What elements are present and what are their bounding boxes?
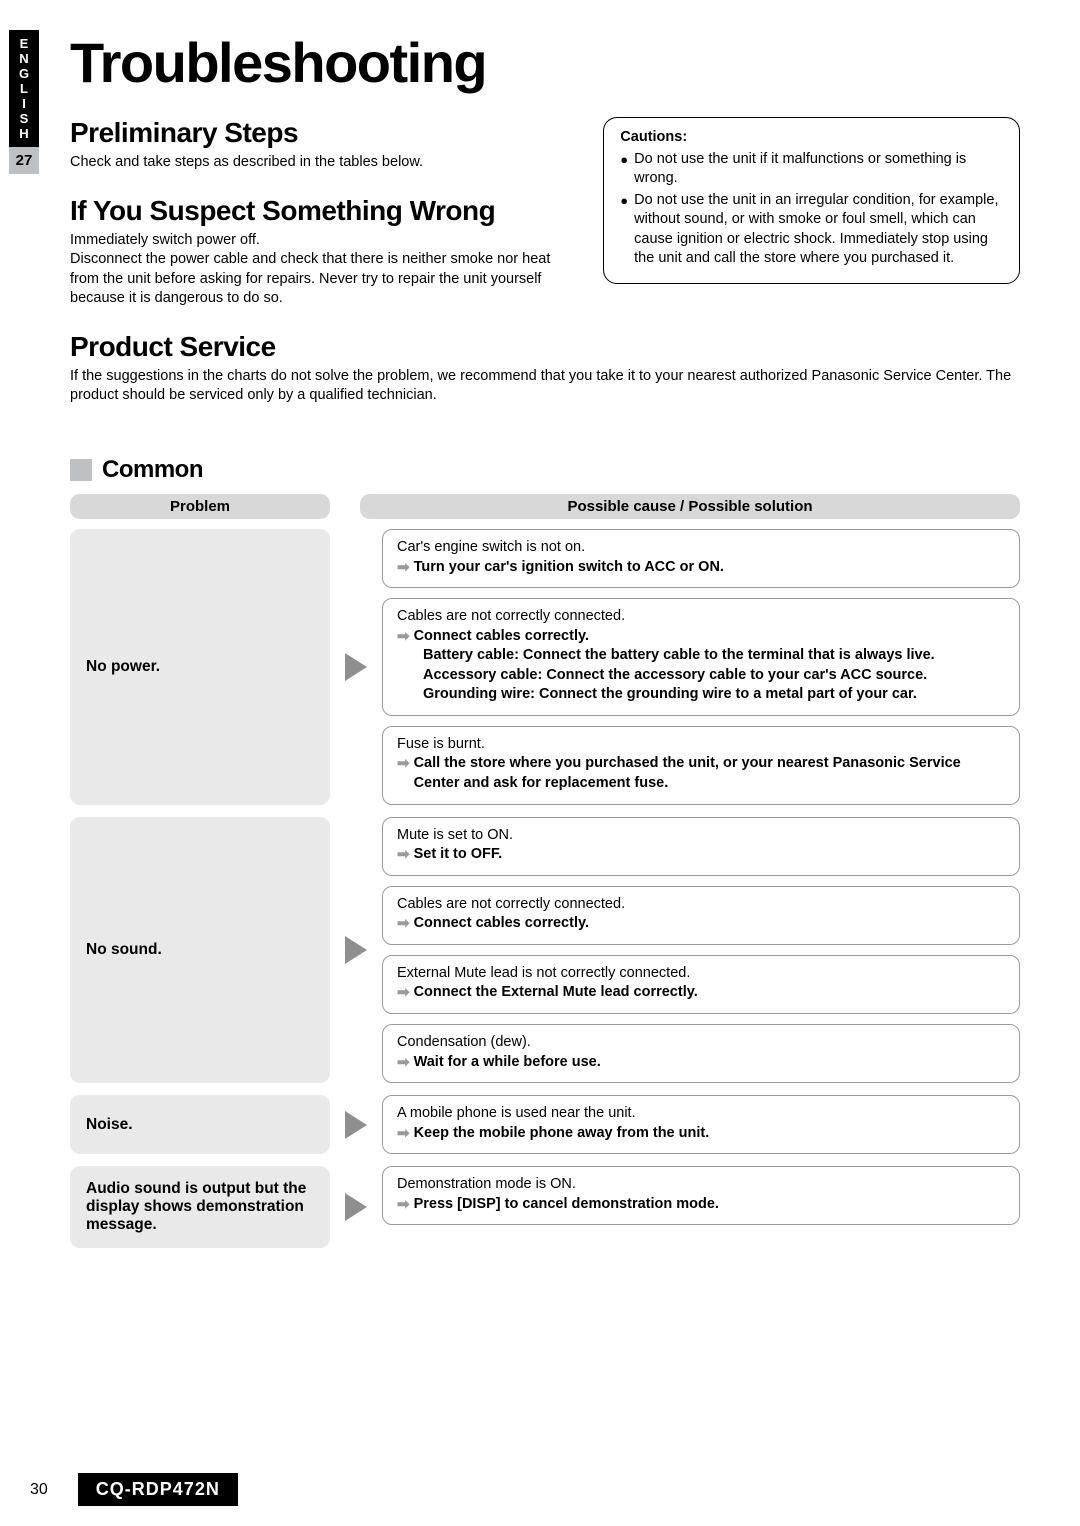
lang-letter: E xyxy=(9,36,39,51)
arrow-right-icon: ➡ xyxy=(397,845,410,864)
arrow-icon xyxy=(344,1166,368,1248)
table-row: No sound. Mute is set to ON. ➡Set it to … xyxy=(70,817,1020,1084)
arrow-right-icon: ➡ xyxy=(397,754,410,773)
cause-action: Call the store where you purchased the u… xyxy=(414,754,1005,793)
arrow-icon xyxy=(344,529,368,805)
common-heading-text: Common xyxy=(102,456,203,484)
cause-action: Keep the mobile phone away from the unit… xyxy=(414,1124,710,1144)
cautions-item: ● Do not use the unit in an irregular co… xyxy=(620,191,1003,269)
table-row: Noise. A mobile phone is used near the u… xyxy=(70,1095,1020,1154)
arrow-icon xyxy=(344,1095,368,1154)
model-badge: CQ-RDP472N xyxy=(78,1473,238,1506)
arrow-icon xyxy=(344,817,368,1084)
arrow-right-icon: ➡ xyxy=(397,1195,410,1214)
problem-header: Problem xyxy=(70,494,330,519)
cause-action: Set it to OFF. xyxy=(414,845,503,865)
common-subheading: Common xyxy=(70,456,1020,484)
square-icon xyxy=(70,459,92,481)
cause-lead: A mobile phone is used near the unit. xyxy=(397,1104,1005,1124)
language-tab: E N G L I S H xyxy=(9,30,39,147)
arrow-right-icon: ➡ xyxy=(397,983,410,1002)
suspect-text-1: Immediately switch power off. xyxy=(70,231,579,251)
cause-box: A mobile phone is used near the unit. ➡K… xyxy=(382,1095,1020,1154)
arrow-right-icon: ➡ xyxy=(397,914,410,933)
table-row: Audio sound is output but the display sh… xyxy=(70,1166,1020,1248)
cause-box: External Mute lead is not correctly conn… xyxy=(382,955,1020,1014)
lang-letter: L xyxy=(9,81,39,96)
cause-lead: Demonstration mode is ON. xyxy=(397,1175,1005,1195)
lang-letter: G xyxy=(9,66,39,81)
cause-lead: Condensation (dew). xyxy=(397,1033,1005,1053)
cause-action: Connect the External Mute lead correctly… xyxy=(414,983,698,1003)
cause-box: Condensation (dew). ➡Wait for a while be… xyxy=(382,1024,1020,1083)
problem-cell: Audio sound is output but the display sh… xyxy=(70,1166,330,1248)
suspect-heading: If You Suspect Something Wrong xyxy=(70,195,579,227)
side-page-number: 27 xyxy=(9,147,39,174)
problem-cell: No sound. xyxy=(70,817,330,1084)
cautions-item-text: Do not use the unit in an irregular cond… xyxy=(634,191,1003,269)
lang-letter: I xyxy=(9,96,39,111)
table-header-row: Problem Possible cause / Possible soluti… xyxy=(70,494,1020,519)
cause-box: Car's engine switch is not on. ➡Turn you… xyxy=(382,529,1020,588)
cause-action: Press [DISP] to cancel demonstration mod… xyxy=(414,1195,719,1215)
cause-lead: Cables are not correctly connected. xyxy=(397,895,1005,915)
cause-box: Cables are not correctly connected. ➡Con… xyxy=(382,886,1020,945)
lang-letter: N xyxy=(9,51,39,66)
cause-action: Turn your car's ignition switch to ACC o… xyxy=(414,558,724,578)
cause-box: Cables are not correctly connected. ➡Con… xyxy=(382,598,1020,716)
footer: 30 CQ-RDP472N xyxy=(30,1473,238,1506)
cause-action: Connect cables correctly. xyxy=(414,627,589,647)
cause-lead: External Mute lead is not correctly conn… xyxy=(397,964,1005,984)
cause-lead: Fuse is burnt. xyxy=(397,735,1005,755)
suspect-text-2: Disconnect the power cable and check tha… xyxy=(70,250,579,309)
arrow-right-icon: ➡ xyxy=(397,627,410,646)
arrow-right-icon: ➡ xyxy=(397,1124,410,1143)
cause-lead: Mute is set to ON. xyxy=(397,826,1005,846)
page-title: Troubleshooting xyxy=(70,30,1020,95)
cautions-item: ● Do not use the unit if it malfunctions… xyxy=(620,150,1003,189)
cause-lead: Car's engine switch is not on. xyxy=(397,538,1005,558)
cause-extra: Grounding wire: Connect the grounding wi… xyxy=(397,685,1005,705)
cause-box: Mute is set to ON. ➡Set it to OFF. xyxy=(382,817,1020,876)
cause-action: Wait for a while before use. xyxy=(414,1053,601,1073)
cautions-item-text: Do not use the unit if it malfunctions o… xyxy=(634,150,1003,189)
lang-letter: S xyxy=(9,111,39,126)
cause-header: Possible cause / Possible solution xyxy=(360,494,1020,519)
table-row: No power. Car's engine switch is not on.… xyxy=(70,529,1020,805)
cautions-heading: Cautions: xyxy=(620,128,1003,148)
side-tab: E N G L I S H 27 xyxy=(0,30,48,174)
cautions-box: Cautions: ● Do not use the unit if it ma… xyxy=(603,117,1020,284)
product-service-heading: Product Service xyxy=(70,331,1020,363)
page-number: 30 xyxy=(30,1481,48,1499)
bullet-icon: ● xyxy=(620,150,628,189)
bullet-icon: ● xyxy=(620,191,628,269)
cause-lead: Cables are not correctly connected. xyxy=(397,607,1005,627)
problem-cell: No power. xyxy=(70,529,330,805)
cause-box: Fuse is burnt. ➡Call the store where you… xyxy=(382,726,1020,805)
arrow-right-icon: ➡ xyxy=(397,558,410,577)
cause-action: Connect cables correctly. xyxy=(414,914,589,934)
cause-extra: Accessory cable: Connect the accessory c… xyxy=(397,666,1005,686)
problem-cell: Noise. xyxy=(70,1095,330,1154)
product-service-text: If the suggestions in the charts do not … xyxy=(70,367,1020,406)
preliminary-heading: Preliminary Steps xyxy=(70,117,579,149)
cause-extra: Battery cable: Connect the battery cable… xyxy=(397,646,1005,666)
cause-box: Demonstration mode is ON. ➡ Press [DISP]… xyxy=(382,1166,1020,1225)
preliminary-text: Check and take steps as described in the… xyxy=(70,153,579,173)
lang-letter: H xyxy=(9,126,39,141)
arrow-right-icon: ➡ xyxy=(397,1053,410,1072)
